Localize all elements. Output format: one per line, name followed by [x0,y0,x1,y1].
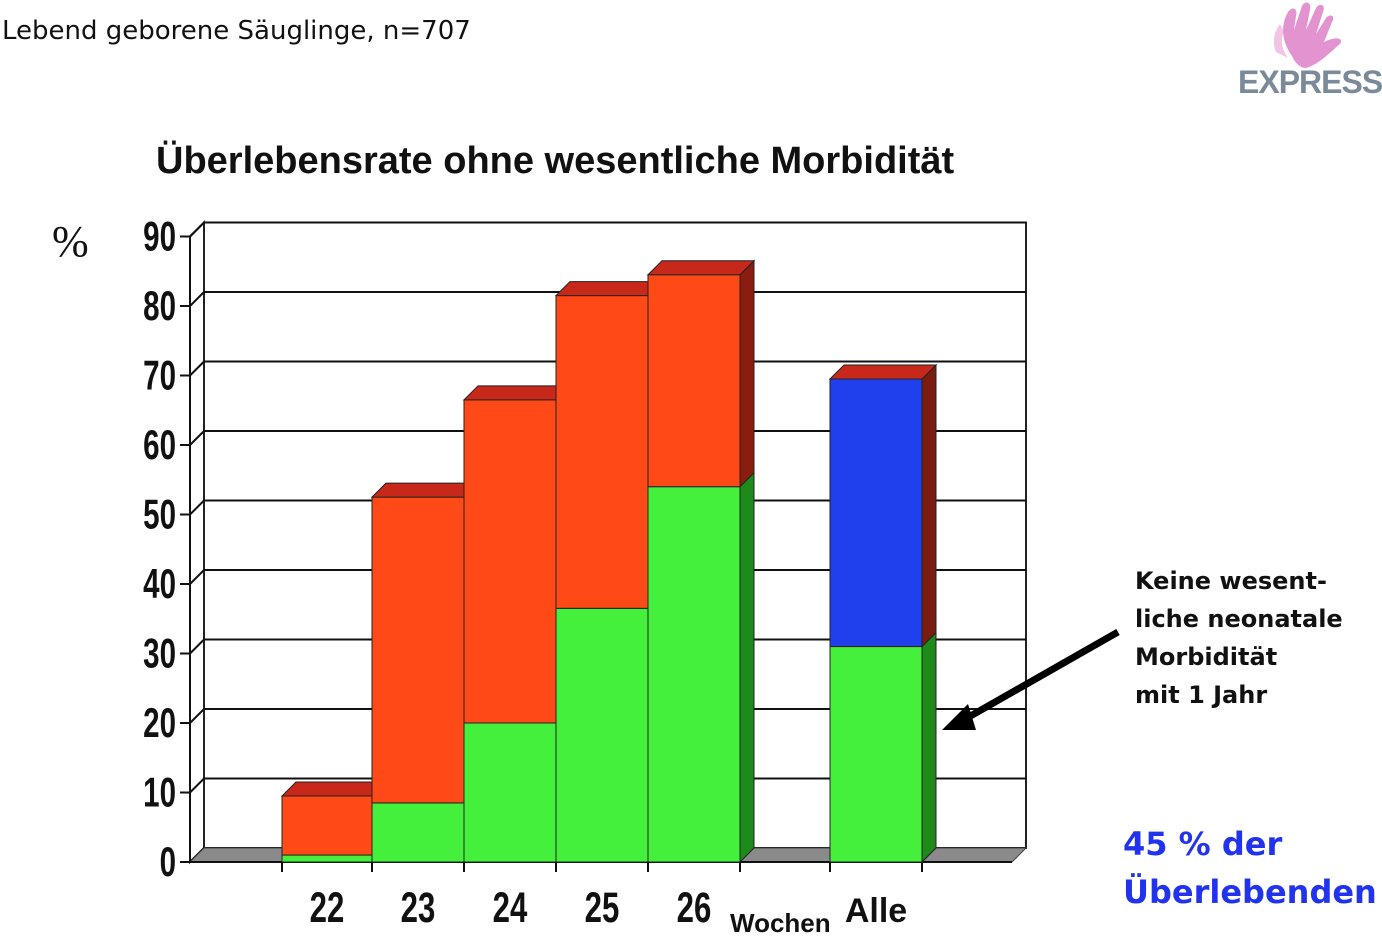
bar-top-25 [554,281,664,297]
x-axis-label: Wochen [730,908,831,936]
chart-subtitle: Lebend geborene Säuglinge, n=707 [2,16,471,46]
side-wall [189,220,205,865]
y-tick-label: 10 [143,769,176,816]
chart-title: Überlebensrate ohne wesentliche Morbidit… [156,140,955,182]
bar-top-22 [280,781,388,797]
bar-side-Alle [921,363,937,648]
y-tick-label: 80 [143,282,176,329]
x-tick-label: Alle [845,892,907,930]
bar-top-23 [370,482,480,498]
bar-segment-23 [371,802,465,863]
bar-segment-25 [555,295,649,609]
bar-side-Alle [921,631,937,864]
arrow-head [942,704,976,730]
x-tick-label: 24 [493,883,528,931]
bar-segment-24 [463,399,557,724]
y-tick-label: 20 [143,699,176,746]
bar-segment-25 [555,607,649,863]
bar-segment-24 [463,722,557,863]
x-tick-label: 25 [585,883,620,931]
x-tick-label: 26 [677,883,712,931]
bar-segment-26 [647,274,741,488]
bar-top-Alle [828,364,938,380]
bar-segment-22 [281,854,373,863]
y-tick-label: 70 [143,352,176,399]
hand-icon [1273,2,1342,68]
annotation-text: Keine wesent- liche neonatale Morbidität… [1135,567,1343,709]
y-tick-label: 30 [143,630,176,677]
bar-side-26 [739,259,755,488]
bar-side-26 [739,471,755,864]
bar-segment-22 [281,795,373,856]
x-tick-label: 23 [401,883,436,931]
bar-top-24 [462,385,572,401]
express-logo [1232,2,1380,120]
grid-line [189,221,1026,238]
bar-segment-Alle [829,646,923,863]
y-axis-unit: % [52,217,89,266]
footnote-text: 45 % der Überlebenden [1123,825,1377,911]
y-tick-label: 0 [160,838,176,885]
bar-top-26 [646,260,756,276]
x-tick-label: 22 [310,883,345,931]
bar-segment-Alle [829,378,923,648]
bar-segment-26 [647,486,741,863]
y-tick-label: 90 [143,213,176,260]
logo-text: EXPRESS [1238,64,1382,100]
y-tick-label: 50 [143,491,176,538]
bar-segment-23 [371,496,465,804]
y-tick-label: 40 [143,560,176,607]
y-tick-label: 60 [143,421,176,468]
arrow-line [958,628,1120,726]
